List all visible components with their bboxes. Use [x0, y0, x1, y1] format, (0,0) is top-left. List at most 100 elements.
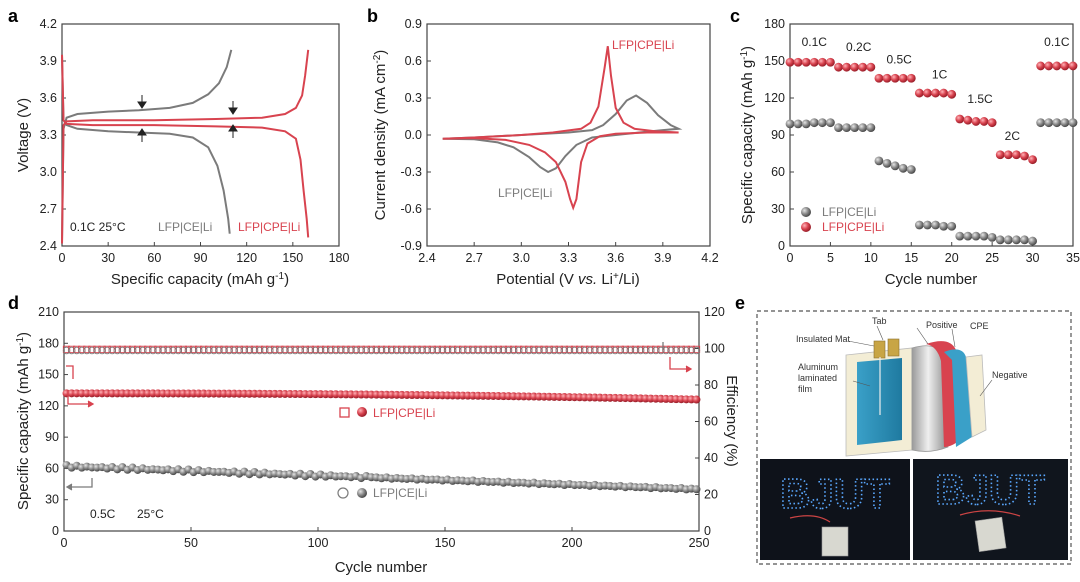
panel-d-ce-efficiency-point — [682, 346, 690, 355]
label-tab: Tab — [872, 316, 887, 326]
panel-c-ce-point — [1012, 235, 1021, 245]
panel-c-xtick-label: 15 — [904, 251, 918, 265]
panel-c-ce-point — [955, 231, 965, 241]
panel-c-xtick-label: 25 — [985, 251, 999, 265]
panel-d-xtick-label: 0 — [61, 536, 68, 550]
led-text-right: BJUT — [935, 466, 1045, 513]
panel-c-cpe-point — [906, 73, 916, 83]
panel-d-ce-efficiency-point — [657, 346, 665, 355]
led-photo-right: BJUT — [913, 459, 1068, 560]
panel-d-xtick-label: 50 — [184, 536, 198, 550]
panel-c-ce-point — [906, 165, 916, 174]
panel-d-ce-efficiency-point — [469, 346, 477, 355]
panel-c-ce-point — [801, 119, 811, 129]
panel-d-ce-efficiency-point — [504, 346, 513, 355]
panel-c-legend-cpe-marker — [801, 222, 811, 232]
panel-d-ce-efficiency-point — [367, 346, 376, 355]
panel-c-cpe-point — [939, 88, 949, 98]
panel-d-ce-efficiency-point — [179, 346, 188, 355]
panel-b-xtick-label: 3.0 — [513, 251, 530, 265]
panel-d-ce-efficiency-point — [154, 346, 162, 355]
panel-b-xtick-label: 2.7 — [465, 251, 482, 265]
panel-d-ce-efficiency-point — [225, 346, 233, 355]
panel-a-xtick-label: 120 — [236, 251, 257, 265]
panel-label-e: e — [735, 293, 745, 313]
panel-c-ce-point — [1020, 235, 1029, 245]
panel-c-legend-cpe: LFP|CPE|Li — [822, 220, 884, 234]
panel-a-xtick-label: 180 — [329, 251, 350, 265]
panel-c-cpe-point — [914, 88, 924, 98]
panel-a-ytick-label: 3.9 — [40, 54, 57, 68]
panel-d-ce-efficiency-point — [205, 346, 213, 355]
negative-electrode — [944, 349, 972, 447]
panel-a-xtick-label: 30 — [101, 251, 115, 265]
panel-d-y2tick-label: 80 — [704, 378, 718, 392]
panel-d-ce-efficiency-point — [103, 346, 111, 355]
panel-a-xtick-label: 150 — [282, 251, 303, 265]
panel-d-legend-cpe-eff — [339, 407, 350, 418]
panel-d-ce-efficiency-point — [672, 346, 680, 355]
panel-c-cpe-point — [1052, 61, 1062, 71]
panel-c-xtick-label: 5 — [827, 251, 834, 265]
panel-d-ce-efficiency-point — [565, 346, 574, 355]
panel-c-ce-point — [914, 220, 924, 230]
panel-d-ce-efficiency-point — [550, 346, 558, 355]
panel-d-ce-efficiency-point — [636, 346, 645, 355]
panel-c-cpe-point — [801, 57, 811, 67]
panel-c-ce-point — [866, 123, 876, 132]
panel-d-ce-efficiency-point — [662, 346, 670, 355]
panel-b-ce-cv-curve — [442, 94, 683, 174]
panel-d-ce-efficiency-point — [606, 346, 614, 355]
tab-left — [873, 340, 886, 359]
panel-c-ylabel: Specific capacity (mAh g-1) — [739, 46, 757, 224]
panel-c-chart: 0 5 10 15 20 25 30 35 0 30 60 90 120 150 180 0.1C 0.2C 0… — [739, 17, 1080, 288]
panel-a-xtick-label: 90 — [194, 251, 208, 265]
panel-d-ce-efficiency-point — [596, 346, 604, 355]
panel-d-ce-efficiency-point — [271, 346, 279, 355]
panel-c-ce-point — [842, 123, 851, 132]
panel-c-ce-point — [850, 123, 860, 132]
laminated-film-back — [965, 354, 987, 438]
panel-b-ytick-label: 0.0 — [405, 128, 422, 142]
panel-d-ce-efficiency-point — [403, 346, 411, 355]
panel-d-ce-efficiency-point — [281, 346, 289, 355]
panel-c-rate-label: 0.5C — [886, 52, 912, 66]
panel-c-cpe-point — [809, 57, 819, 67]
panel-c-cpe-point — [850, 62, 860, 72]
panel-d-ce-efficiency-point — [474, 346, 482, 355]
panel-d-ce-efficiency-point — [398, 346, 406, 355]
panel-c-cpe-point — [1020, 151, 1029, 161]
pouch-cell-left — [821, 526, 849, 557]
panel-d-ce-efficiency-point — [296, 346, 304, 355]
panel-d-ce-efficiency-point — [184, 346, 193, 355]
panel-d-xtick-label: 100 — [308, 536, 329, 550]
panel-d-y2tick-label: 20 — [704, 488, 718, 502]
panel-d-legend-cpe: LFP|CPE|Li — [373, 406, 435, 420]
panel-d-ce-efficiency-point — [530, 346, 538, 355]
led-wire-right — [959, 510, 1021, 517]
panel-d-ce-efficiency-point — [123, 346, 132, 355]
panel-d-ce-efficiency-point — [332, 346, 340, 355]
pouch-cell-schematic: Tab Insulated Mat Positive CPE Aluminum … — [796, 316, 1028, 457]
panel-c-ce-point — [987, 232, 997, 242]
panel-d-ce-efficiency-point — [448, 346, 457, 355]
panel-d-ce-efficiency-point — [362, 346, 370, 355]
panel-a-ytick-label: 2.4 — [40, 239, 57, 253]
led-photo-left: BJUT — [760, 459, 910, 560]
panel-b-xtick-label: 3.6 — [607, 251, 624, 265]
panel-c-cpe-point — [874, 73, 884, 83]
panel-a-chart: 0 30 60 90 120 150 180 2.4 2.7 3.0 3.3 3.6 3.9 4.2 0.… — [15, 17, 349, 288]
panel-d-ce-efficiency-point — [621, 346, 630, 355]
panel-d-ce-efficiency-point — [164, 346, 172, 355]
panel-b-legend-cpe: LFP|CPE|Li — [612, 38, 674, 52]
panel-b-ytick-label: 0.6 — [405, 54, 422, 68]
panel-d-ce-efficiency-point — [484, 346, 492, 355]
panel-d-ce-efficiency-point — [464, 346, 472, 355]
label-positive: Positive — [926, 320, 958, 330]
label-cpe: CPE — [970, 321, 989, 331]
panel-d-ce-efficiency-point — [266, 346, 274, 355]
panel-d-y2tick-label: 0 — [704, 524, 711, 538]
panel-c-cpe-point — [1060, 61, 1070, 71]
panel-d-ce-efficiency-point — [611, 346, 619, 355]
